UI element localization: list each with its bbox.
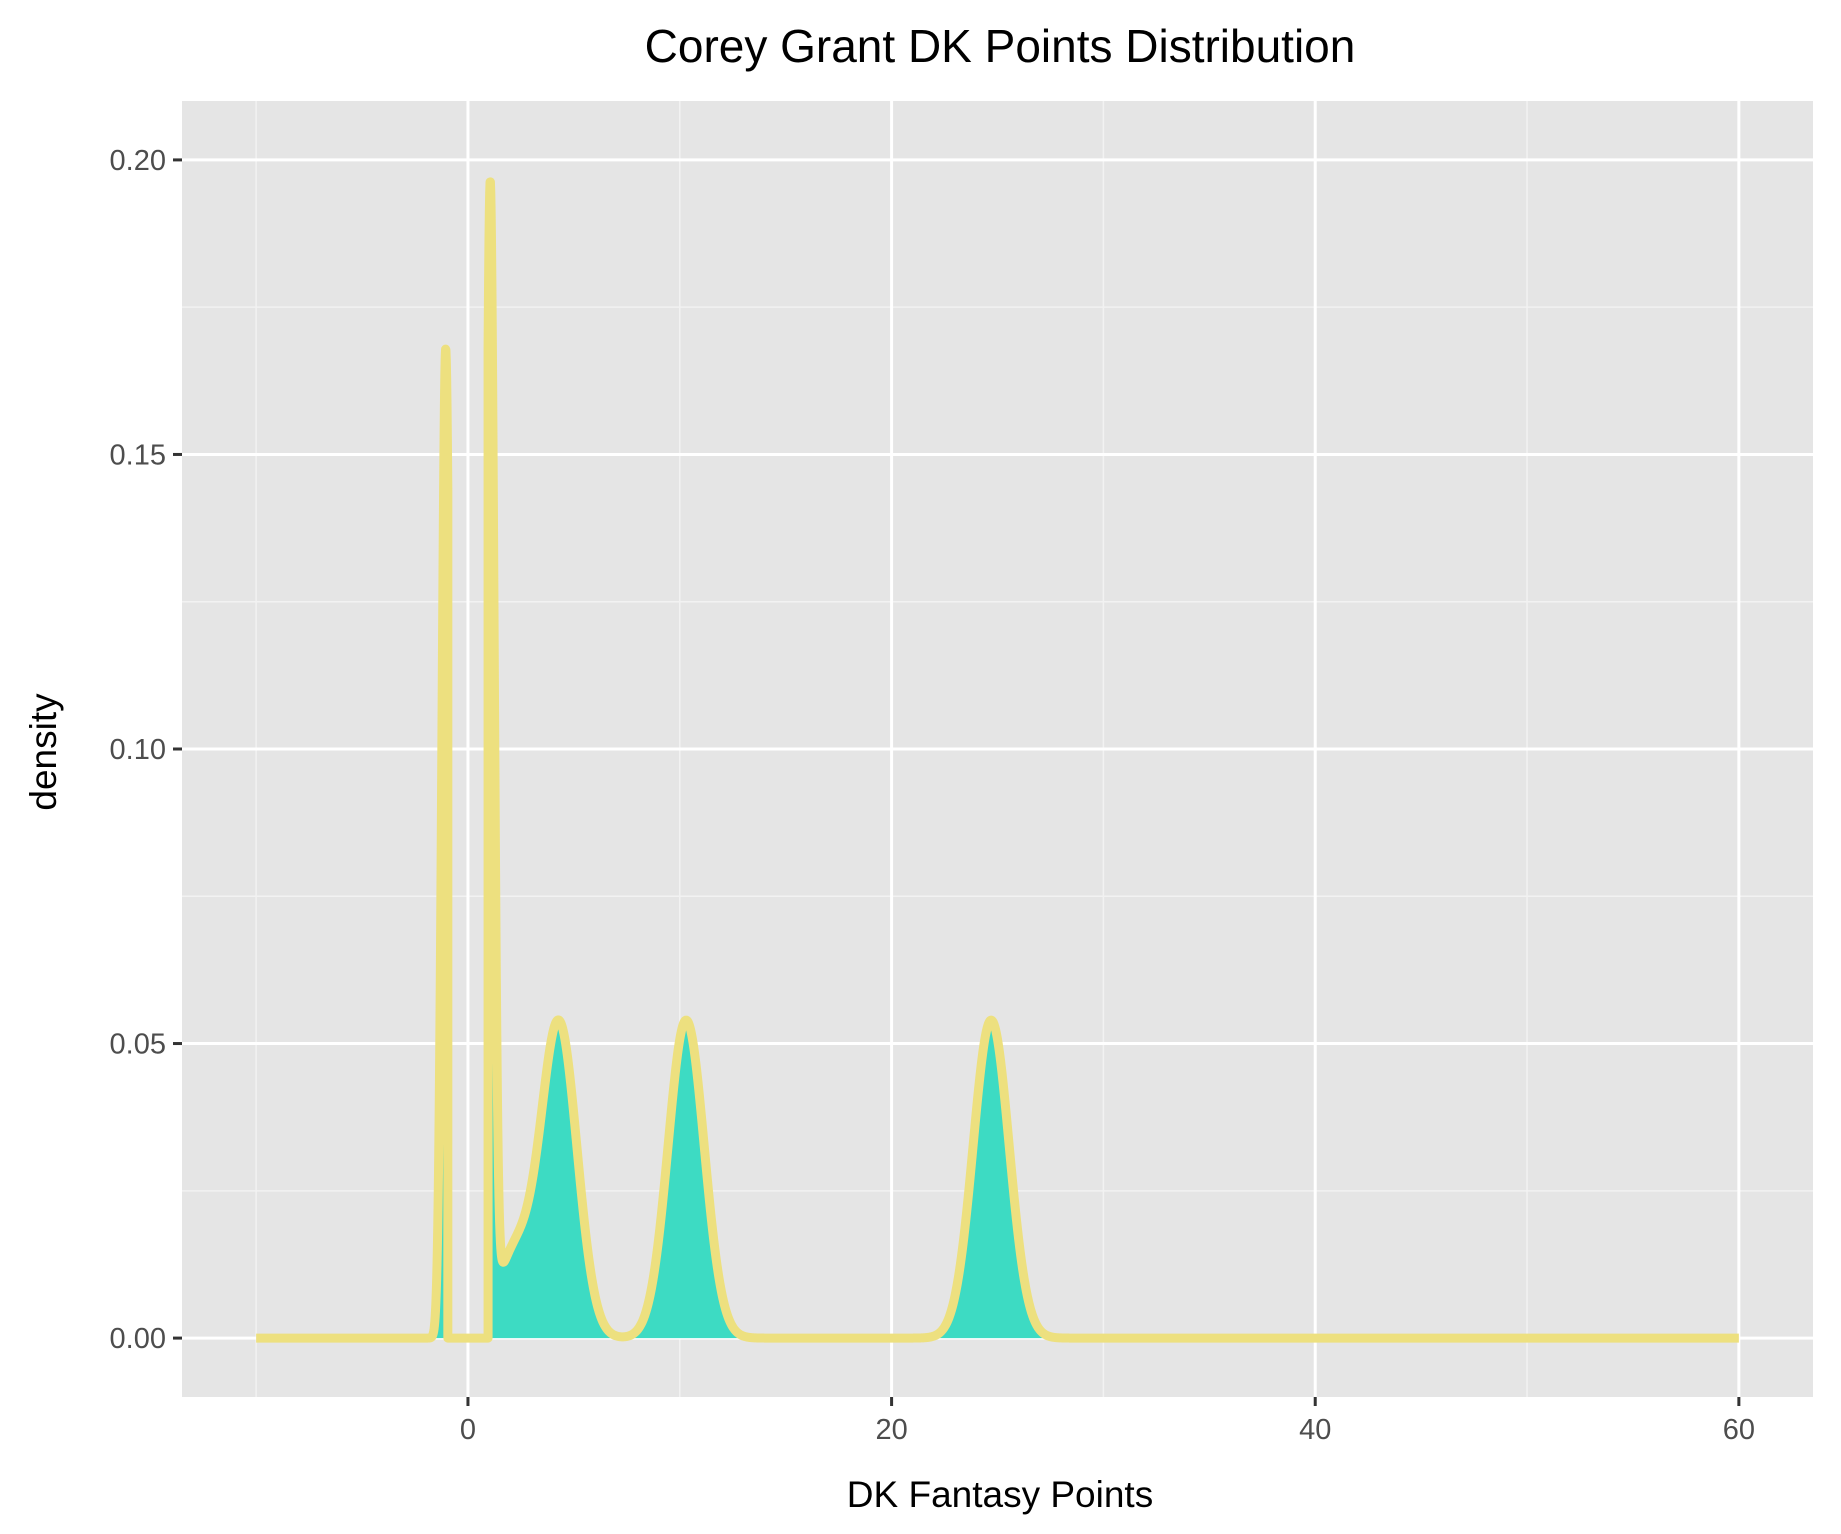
x-tick-label: 60: [1723, 1414, 1755, 1446]
density-layer: [252, 177, 1743, 1343]
density-line: [252, 177, 1743, 1343]
x-tick-label: 20: [875, 1414, 907, 1446]
y-tick-label: 0.05: [110, 1029, 166, 1061]
y-tick-label: 0.10: [110, 734, 166, 766]
y-tick-label: 0.00: [110, 1323, 166, 1355]
x-tick-label: 40: [1299, 1414, 1331, 1446]
y-tick-label: 0.15: [110, 439, 166, 471]
density-area: [256, 181, 1739, 1339]
x-axis-title: DK Fantasy Points: [847, 1474, 1153, 1515]
x-axis: 0 20 40 60: [460, 1397, 1755, 1446]
y-axis-title: density: [23, 693, 64, 811]
y-axis: 0.00 0.05 0.10 0.15 0.20: [110, 145, 182, 1355]
y-tick-label: 0.20: [110, 145, 166, 177]
chart-title: Corey Grant DK Points Distribution: [645, 20, 1356, 72]
x-tick-label: 0: [460, 1414, 476, 1446]
